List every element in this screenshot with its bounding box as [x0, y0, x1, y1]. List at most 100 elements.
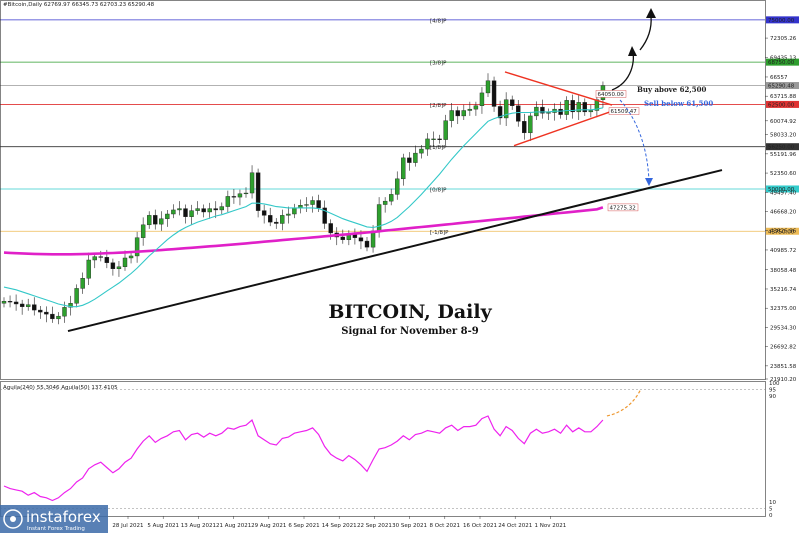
date-tick-label: 8 Oct 2021 — [430, 523, 461, 529]
bull-candle — [165, 213, 170, 219]
bull-arrow-1-head — [628, 46, 637, 56]
bear-candle — [183, 208, 188, 217]
point-label-box — [607, 203, 639, 212]
bear-candle — [540, 106, 545, 114]
bull-arrow-2 — [639, 15, 652, 51]
point-label-text: 61509.47 — [611, 109, 638, 115]
bear-candle — [407, 157, 412, 163]
level-price-tag-text: 68750.00 — [768, 60, 795, 66]
price-tick-label: 35216.74 — [770, 287, 797, 293]
level-label: [3/8]P — [430, 61, 447, 67]
level-price-tag — [766, 227, 799, 235]
level-price-tag-text: 62500.00 — [768, 102, 795, 108]
bull-candle — [207, 208, 212, 213]
level-price-tag — [766, 100, 799, 108]
level-label: [4/8]P — [430, 18, 447, 24]
price-tick-label: 69435.13 — [770, 55, 797, 61]
bull-candle — [243, 192, 249, 195]
level-price-tag — [766, 58, 799, 66]
bull-candle — [122, 257, 128, 267]
bear-candle — [582, 102, 587, 113]
price-tick-label: 66557 — [770, 75, 788, 81]
date-tick-label: 29 Aug 2021 — [251, 523, 286, 529]
price-tick-label: 32375.00 — [770, 306, 797, 312]
bull-candle — [134, 237, 140, 257]
bull-candle — [564, 100, 569, 115]
candlesticks — [1, 73, 606, 325]
logo-name: instaforex — [26, 508, 101, 526]
level-price-tag-text: 75000.00 — [768, 18, 795, 24]
price-tick-label: 52350.60 — [770, 171, 797, 177]
oscillator-tick-label: 95 — [769, 388, 776, 394]
level-price-tag-text: 56250.00 — [768, 145, 795, 151]
date-tick-label: 14 Sep 2021 — [322, 523, 357, 529]
bull-candle — [473, 105, 479, 110]
bull-candle — [485, 80, 491, 94]
oscillator-forecast-arrow — [606, 388, 642, 417]
bear-candle — [455, 110, 460, 117]
bull-candle — [286, 213, 291, 216]
bull-candle — [86, 259, 91, 279]
price-tick-label: 40985.72 — [770, 248, 796, 254]
bull-candle — [195, 208, 200, 211]
price-tick-label: 58033.20 — [770, 133, 797, 139]
bull-candle — [425, 138, 430, 150]
price-tick-label: 21910.20 — [770, 377, 797, 383]
bull-candle — [546, 112, 551, 114]
bull-candle — [159, 218, 164, 225]
point-label-text: 47275.32 — [610, 205, 636, 211]
chart-subtitle: Signal for November 8-9 — [341, 326, 479, 337]
ma-fast-line — [3, 107, 604, 308]
bear-candle — [328, 223, 333, 234]
triangle-upper-line — [504, 71, 613, 106]
price-tick-label: 55191.96 — [770, 152, 797, 158]
bear-candle — [104, 257, 110, 263]
level-price-tag-text: 43750.00 — [768, 229, 795, 235]
bull-candle — [56, 315, 61, 320]
bull-candle — [74, 288, 79, 304]
price-tick-label: 29534.30 — [770, 325, 797, 331]
bear-arrow — [619, 99, 650, 183]
oscillator-tick-label: 5 — [769, 506, 773, 512]
bull-candle — [219, 206, 225, 211]
trend-support-line — [67, 169, 723, 333]
bull-candle — [116, 266, 122, 270]
bear-candle — [516, 105, 521, 122]
oscillator-tick-label: 90 — [769, 394, 776, 400]
bear-candle — [261, 210, 267, 216]
bear-candle — [322, 207, 327, 224]
bear-candle — [110, 262, 116, 270]
bear-candle — [437, 138, 442, 140]
bull-candle — [171, 209, 176, 215]
date-tick-label: 6 Sep 2021 — [288, 523, 319, 529]
instaforex-logo: instaforex Instant Forex Trading — [0, 505, 108, 533]
bull-candle — [370, 230, 376, 248]
oscillator-panel-frame — [0, 381, 766, 517]
level-price-tag-text: 50000.00 — [768, 187, 795, 193]
bear-candle — [274, 221, 279, 224]
bull-candle — [479, 92, 485, 106]
bull-candle — [389, 194, 394, 202]
bear-candle — [19, 303, 25, 307]
bear-candle — [153, 215, 158, 225]
symbol-header: #Bitcoin,Daily 62769.97 66345.73 62703.2… — [3, 2, 155, 8]
bull-candle — [310, 200, 315, 205]
bear-candle — [522, 121, 527, 134]
bull-candle — [528, 115, 533, 134]
bull-candle — [413, 152, 418, 163]
bear-candle — [558, 108, 563, 115]
level-label: [1/8]P — [430, 145, 447, 151]
bull-candle — [237, 193, 243, 198]
ma-slow-line — [3, 206, 604, 256]
date-tick-label: 13 Aug 2021 — [181, 523, 216, 529]
bull-candle — [304, 204, 309, 206]
bear-candle — [316, 200, 321, 209]
date-tick-label: 16 Oct 2021 — [463, 523, 497, 529]
bull-candle — [401, 157, 406, 180]
bull-candle — [449, 110, 454, 121]
bull-candle — [92, 256, 97, 261]
level-price-tag — [766, 16, 799, 24]
bull-arrow-2-head — [646, 8, 656, 18]
bull-candle — [431, 138, 436, 140]
